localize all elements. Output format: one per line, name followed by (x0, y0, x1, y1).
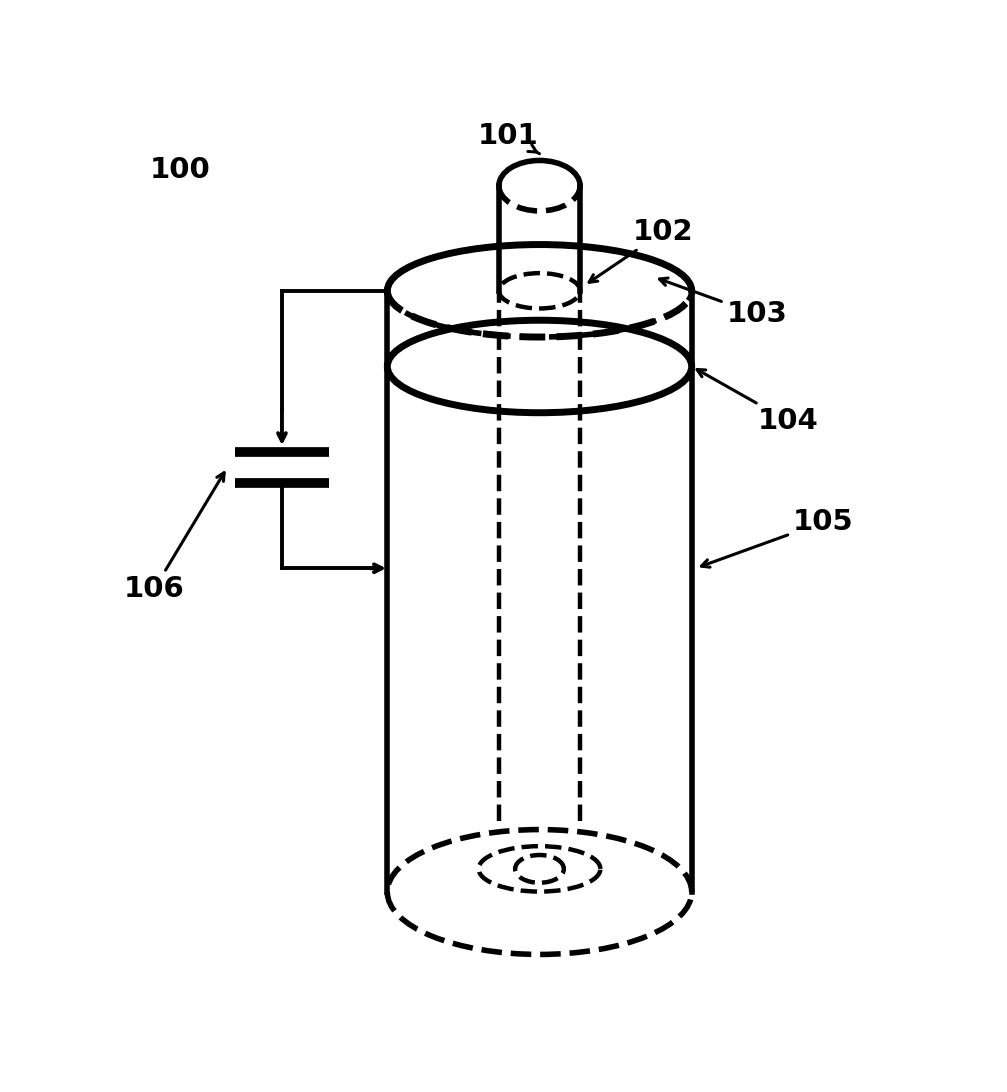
Text: 102: 102 (589, 218, 694, 283)
Text: 103: 103 (660, 278, 787, 329)
Text: 104: 104 (697, 369, 819, 435)
Text: 105: 105 (702, 508, 854, 567)
Text: 100: 100 (149, 156, 210, 185)
Text: 106: 106 (124, 473, 225, 603)
Text: 101: 101 (478, 121, 540, 154)
